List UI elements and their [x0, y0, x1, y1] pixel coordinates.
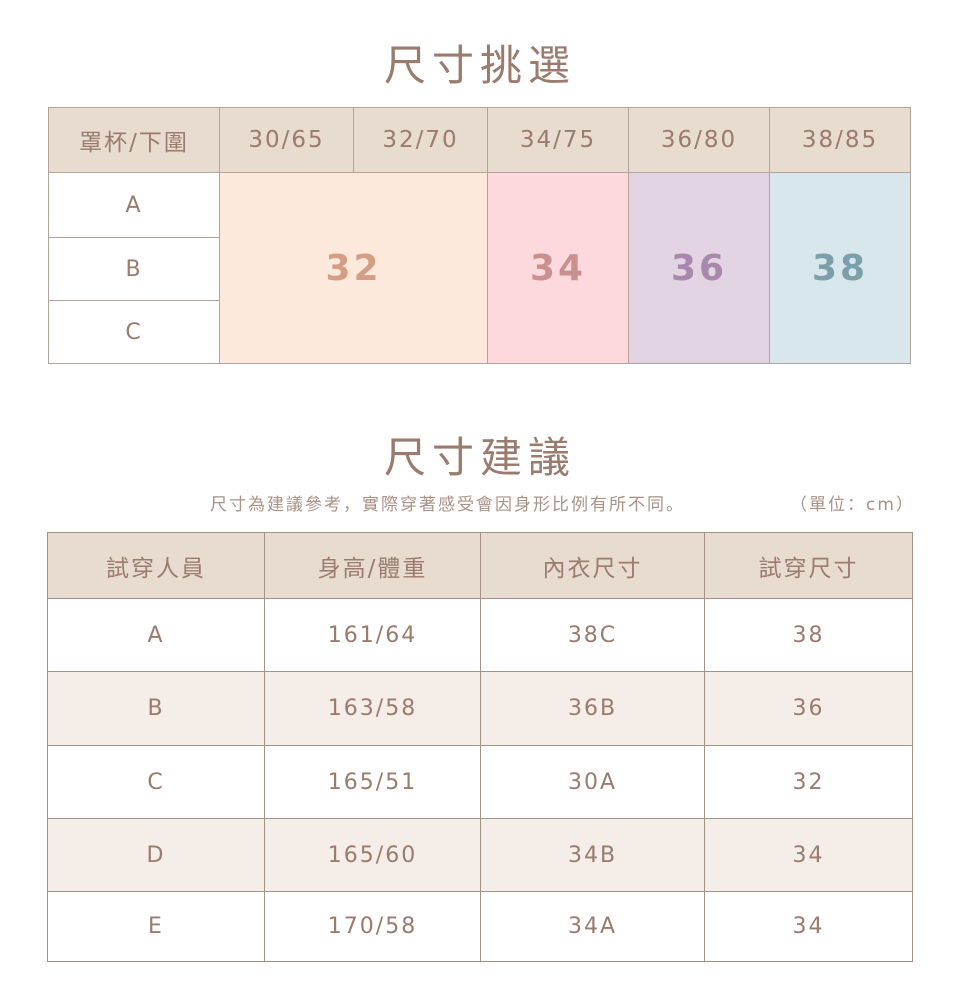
cell-tester: C: [47, 745, 265, 819]
cell-height-weight: 163/58: [264, 671, 481, 746]
advice-note: 尺寸為建議參考，實際穿著感受會因身形比例有所不同。: [210, 495, 685, 515]
cell-height-weight: 165/60: [264, 818, 481, 892]
header-bra-size: 內衣尺寸: [480, 532, 705, 599]
band-header: 34/75: [487, 107, 629, 173]
header-fitted-size: 試穿尺寸: [704, 532, 913, 599]
band-header: 38/85: [769, 107, 911, 173]
size-cell-38: 38: [769, 172, 911, 364]
cell-height-weight: 161/64: [264, 598, 481, 672]
cell-tester: E: [47, 891, 265, 962]
cell-fitted-size: 34: [704, 818, 913, 892]
cell-bra-size: 38C: [480, 598, 705, 672]
header-tester: 試穿人員: [47, 532, 265, 599]
cell-fitted-size: 38: [704, 598, 913, 672]
cell-tester: A: [47, 598, 265, 672]
size-cell-36: 36: [628, 172, 770, 364]
cell-bra-size: 36B: [480, 671, 705, 746]
band-header: 32/70: [353, 107, 488, 173]
cell-fitted-size: 36: [704, 671, 913, 746]
cell-tester: B: [47, 671, 265, 746]
corner-header: 罩杯/下圍: [48, 107, 220, 173]
band-header: 30/65: [219, 107, 354, 173]
cell-bra-size: 30A: [480, 745, 705, 819]
cup-label: C: [48, 300, 220, 364]
unit-note: （單位：cm）: [790, 495, 915, 515]
cell-bra-size: 34A: [480, 891, 705, 962]
cell-tester: D: [47, 818, 265, 892]
header-height-weight: 身高/體重: [264, 532, 481, 599]
cell-fitted-size: 32: [704, 745, 913, 819]
cup-label: A: [48, 172, 220, 238]
size-advice-title: 尺寸建議: [383, 433, 576, 482]
band-header: 36/80: [628, 107, 770, 173]
size-cell-34: 34: [487, 172, 629, 364]
cell-height-weight: 170/58: [264, 891, 481, 962]
cell-bra-size: 34B: [480, 818, 705, 892]
cell-height-weight: 165/51: [264, 745, 481, 819]
size-cell-32: 32: [219, 172, 488, 364]
cell-fitted-size: 34: [704, 891, 913, 962]
size-selection-title: 尺寸挑選: [383, 41, 576, 90]
cup-label: B: [48, 237, 220, 301]
